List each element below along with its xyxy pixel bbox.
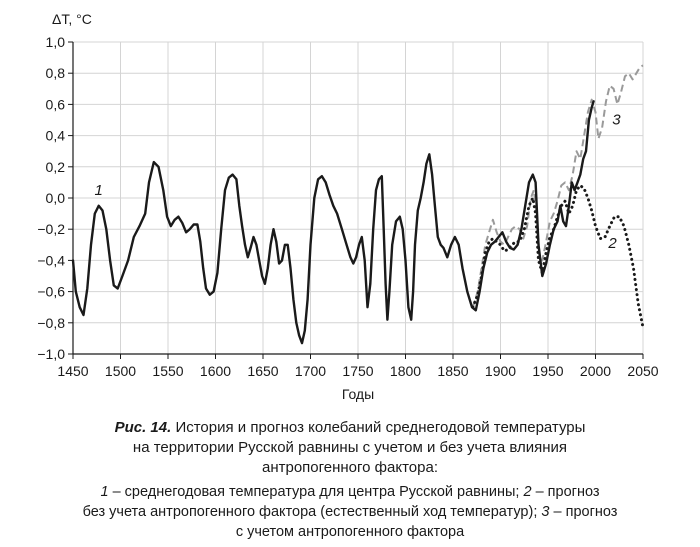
y-tick-label: 0,0 [46,190,66,206]
series-2-line [471,184,645,329]
legend-2-number: 2 [523,484,532,500]
x-tick-label: 2000 [580,363,611,379]
x-tick-label: 1650 [247,363,278,379]
legend-3-number: 3 [541,504,550,520]
y-tick-label: −0,4 [37,252,65,268]
x-tick-label: 1900 [485,363,516,379]
legend-2-continued: без учета антропогенного фактора (естест… [82,504,542,520]
series-1-label: 1 [94,182,102,199]
y-tick-label: 0,4 [46,128,66,144]
y-tick-label: −0,2 [37,221,65,237]
caption-title-1: История и прогноз колебаний среднегодово… [171,419,586,436]
x-tick-label: 1850 [437,363,468,379]
series-3-label: 3 [612,112,621,129]
legend-line-2: без учета антропогенного фактора (естест… [0,502,700,522]
y-tick-label: −0,6 [37,284,65,300]
y-tick-label: −0,8 [37,315,65,331]
caption-title-2: на территории Русской равнины с учетом и… [132,439,568,456]
figure-number: Рис. 14. [114,419,172,436]
legend-3-text: – прогноз [549,504,618,520]
x-tick-label: 1800 [390,363,421,379]
figure-legend: 1 – среднегодовая температура для центра… [0,482,700,542]
x-tick-label: 1750 [342,363,373,379]
y-tick-label: −1,0 [37,346,65,362]
x-tick-label: 1450 [57,363,88,379]
y-tick-label: 1,0 [46,34,66,50]
y-axis-label: ΔT, °C [52,11,92,27]
chart: 1 2 3 1,0 0,8 0,6 0,4 0,2 0,0 −0,2 −0,4 −0,6 −0,8 −1… [37,11,658,402]
series-3-line [471,64,644,308]
tick-labels: 1,0 0,8 0,6 0,4 0,2 0,0 −0,2 −0,4 −0,6 −0,8 −1,014… [37,34,658,379]
x-tick-label: 1600 [200,363,231,379]
y-tick-label: 0,2 [46,159,66,175]
figure-caption: Рис. 14. История и прогноз колебаний сре… [0,418,700,478]
caption-title-3: антропогенного фактора: [261,459,438,476]
x-tick-label: 2050 [627,363,658,379]
y-tick-label: 0,6 [46,96,66,112]
series-2-label: 2 [607,235,617,252]
legend-1-text: – среднегодовая температура для центра Р… [108,484,524,500]
legend-line-3: с учетом антропогенного фактора [235,524,465,540]
axes [68,41,644,359]
legend-line-1: 1 – среднегодовая температура для центра… [0,482,700,502]
y-tick-label: 0,8 [46,65,66,81]
x-tick-label: 1550 [152,363,183,379]
series-layer: 1 2 3 [71,64,645,345]
legend-2-text: – прогноз [531,484,600,500]
caption-line-1: Рис. 14. История и прогноз колебаний сре… [0,418,700,438]
series-1-line [71,100,595,345]
x-tick-label: 1950 [532,363,563,379]
x-tick-label: 1500 [105,363,136,379]
x-axis-label: Годы [342,386,374,402]
legend-1-number: 1 [100,484,109,500]
x-tick-label: 1700 [295,363,326,379]
